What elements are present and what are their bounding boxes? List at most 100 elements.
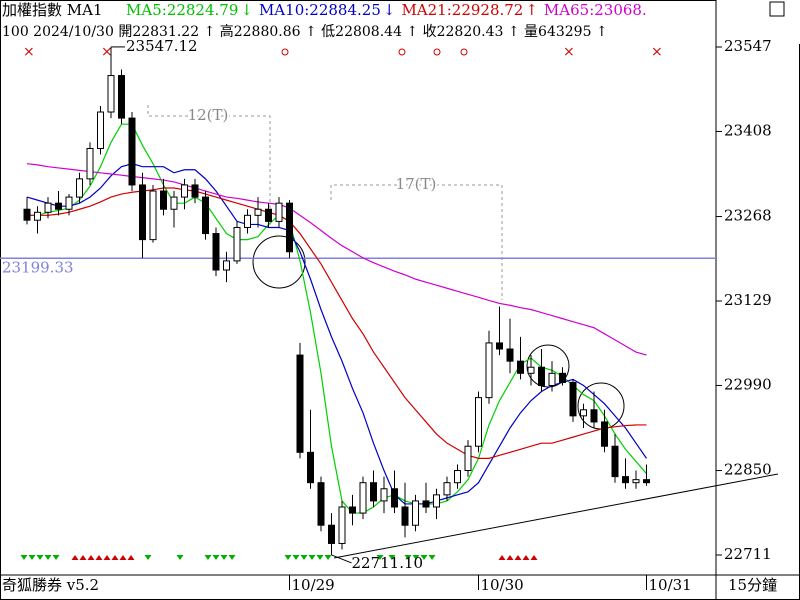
ma-line xyxy=(27,187,647,459)
header: 加權指數 MA1 100 2024/10/30 開22831.22 ↑ 高228… xyxy=(2,1,608,40)
candle-body xyxy=(517,360,524,374)
candle-body xyxy=(328,524,335,544)
signal-triangle xyxy=(404,555,412,560)
ma-label: MA5:22824.79 xyxy=(126,1,238,19)
signal-triangle xyxy=(127,555,135,560)
candle-body xyxy=(548,372,556,386)
ma-arrow: ↓ xyxy=(383,1,396,19)
candle-body xyxy=(349,506,356,514)
annotations xyxy=(147,105,503,300)
candle-body xyxy=(443,482,451,496)
footer-right: 15分鐘 xyxy=(728,576,777,594)
candle-body xyxy=(160,190,167,210)
signal-triangle xyxy=(412,555,420,560)
candle-body xyxy=(118,75,125,119)
ma-arrow: ↓ xyxy=(240,1,253,19)
signal-triangle xyxy=(144,555,152,560)
candle-body xyxy=(128,117,136,186)
candle-body xyxy=(622,476,629,484)
x-tick-label: 10/30 xyxy=(481,576,524,594)
circles xyxy=(252,235,625,430)
low-pointer xyxy=(331,554,352,564)
low-label: 22711.10 xyxy=(352,554,424,572)
signal-triangle xyxy=(522,555,530,560)
signal-circle xyxy=(281,48,289,56)
signal-triangle xyxy=(428,555,436,560)
candle-body xyxy=(202,196,209,235)
signal-cross: × xyxy=(651,44,663,60)
signal-triangle xyxy=(52,555,60,560)
signal-triangle xyxy=(388,555,396,560)
candle-body xyxy=(464,445,472,472)
candle-body xyxy=(370,482,377,502)
y-tick-label: 22711 xyxy=(724,545,772,563)
signal-circle xyxy=(433,48,441,56)
candle-body xyxy=(139,184,146,241)
candle-body xyxy=(569,381,577,417)
ma-label: MA10:22884.25 xyxy=(259,1,381,19)
symbol: 加權指數 MA1 xyxy=(2,1,103,19)
annotation: 17(T) xyxy=(396,175,437,193)
quote: 100 2024/10/30 開22831.22 ↑ 高22880.86 ↑ 低… xyxy=(2,23,608,40)
y-tick-label: 23129 xyxy=(724,291,772,309)
candle-body xyxy=(559,372,566,383)
candle-body xyxy=(265,208,272,222)
header-cut xyxy=(716,0,800,44)
highlight-circle xyxy=(252,235,306,289)
trend-line xyxy=(333,473,779,559)
signal-triangle xyxy=(103,555,111,560)
candle-body xyxy=(170,196,178,210)
signal-triangle xyxy=(498,555,506,560)
y-tick-label: 22850 xyxy=(724,461,772,479)
candle-body xyxy=(359,482,367,514)
candle-body xyxy=(601,421,608,447)
signal-triangle xyxy=(228,555,236,560)
signal-circle xyxy=(398,48,406,56)
candle-body xyxy=(23,208,31,221)
candle-body xyxy=(65,196,73,210)
signal-triangle xyxy=(220,555,228,560)
candle-body xyxy=(527,366,535,374)
candle-body xyxy=(34,211,41,221)
candle-body xyxy=(538,366,545,386)
candle-body xyxy=(307,451,314,484)
candle-body xyxy=(590,409,598,423)
candle-body xyxy=(317,482,325,526)
signal-cross: × xyxy=(563,44,575,60)
footer-left: 奇狐勝券 v5.2 xyxy=(2,576,99,594)
signal-triangle xyxy=(308,555,316,560)
signal-triangle xyxy=(300,555,308,560)
candle-body xyxy=(76,178,83,198)
signal-triangle xyxy=(376,555,384,560)
candle-body xyxy=(485,342,493,399)
ma-label: MA21:22928.72 xyxy=(401,1,523,19)
ma-label: MA65:23068. xyxy=(544,1,647,19)
highlight-circle xyxy=(526,344,570,388)
candle-body xyxy=(191,184,199,198)
candle-body xyxy=(643,479,650,484)
candle-body xyxy=(97,111,104,149)
signal-triangle xyxy=(111,555,119,560)
signal-triangle xyxy=(176,555,184,560)
candle-body xyxy=(55,202,62,210)
bracket xyxy=(330,184,503,300)
signals: × × × × xyxy=(20,44,663,560)
signal-cross: × xyxy=(101,44,113,60)
candle-body xyxy=(380,488,388,502)
candle-body xyxy=(86,147,94,180)
candle-body xyxy=(391,488,398,508)
signal-triangle xyxy=(79,555,87,560)
signal-triangle xyxy=(324,555,332,560)
signal-triangle xyxy=(506,555,514,560)
candle-body xyxy=(149,190,157,241)
candle-body xyxy=(254,208,262,216)
y-tick-label: 22990 xyxy=(724,375,772,393)
candle-body xyxy=(580,409,587,417)
signal-triangle xyxy=(44,555,52,560)
signal-triangle xyxy=(284,555,292,560)
high-label: 23547.12 xyxy=(126,37,198,55)
signal-triangle xyxy=(212,555,220,560)
y-tick-label: 23268 xyxy=(724,207,772,225)
candle-body xyxy=(212,233,220,271)
candle-body xyxy=(233,226,241,262)
